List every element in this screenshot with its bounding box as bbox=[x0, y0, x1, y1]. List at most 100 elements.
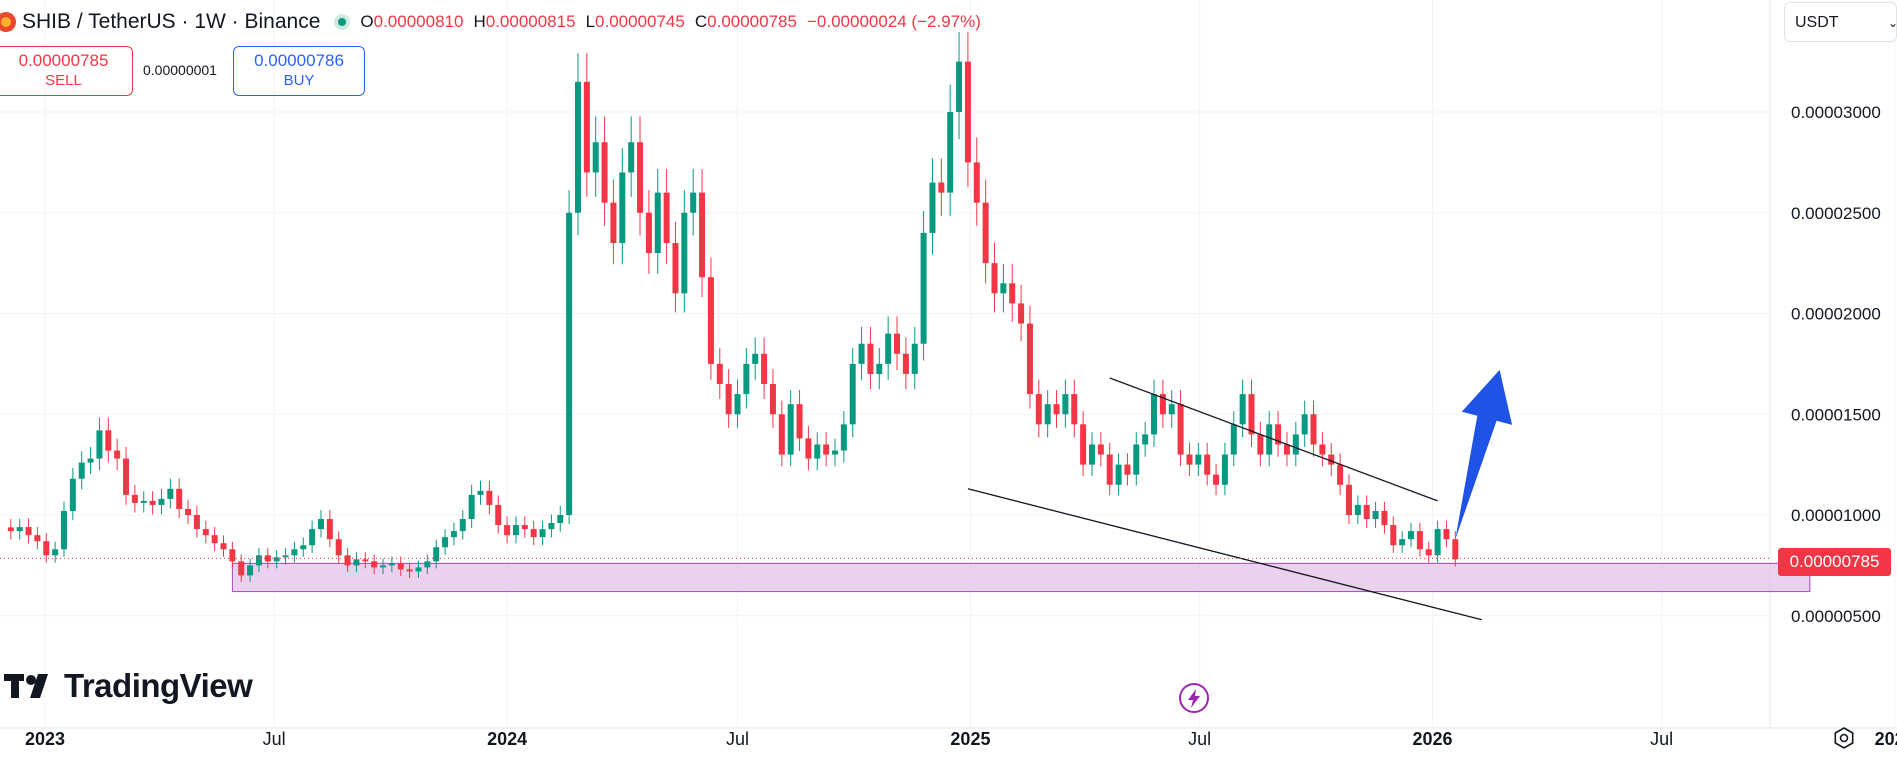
candle-body[interactable] bbox=[831, 450, 838, 455]
candle-body[interactable] bbox=[1275, 424, 1282, 445]
settings-gear-icon[interactable] bbox=[1832, 726, 1856, 750]
candle-body[interactable] bbox=[1071, 394, 1078, 425]
candle-body[interactable] bbox=[140, 500, 147, 503]
lightning-icon[interactable] bbox=[1178, 682, 1210, 714]
candle-body[interactable] bbox=[1354, 504, 1361, 515]
candle-body[interactable] bbox=[273, 557, 280, 562]
candle-body[interactable] bbox=[1310, 414, 1317, 445]
candle-body[interactable] bbox=[1124, 464, 1131, 475]
candle-body[interactable] bbox=[344, 555, 351, 566]
candle-body[interactable] bbox=[1345, 484, 1352, 515]
candle-body[interactable] bbox=[1213, 474, 1220, 485]
candle-body[interactable] bbox=[1088, 444, 1095, 465]
candle-body[interactable] bbox=[1381, 510, 1388, 526]
candle-body[interactable] bbox=[548, 523, 555, 530]
candle-body[interactable] bbox=[512, 525, 519, 536]
candle-body[interactable] bbox=[690, 192, 697, 213]
candle-body[interactable] bbox=[255, 555, 262, 566]
candle-body[interactable] bbox=[778, 414, 785, 455]
candle-body[interactable] bbox=[566, 212, 573, 515]
candle-body[interactable] bbox=[938, 182, 945, 193]
candle-body[interactable] bbox=[1434, 529, 1441, 556]
candle-body[interactable] bbox=[380, 565, 387, 568]
candle-body[interactable] bbox=[247, 565, 254, 576]
candle-body[interactable] bbox=[362, 559, 369, 562]
candle-body[interactable] bbox=[1133, 444, 1140, 475]
candle-body[interactable] bbox=[25, 527, 32, 536]
candle-body[interactable] bbox=[1230, 424, 1237, 455]
candle-body[interactable] bbox=[769, 384, 776, 415]
candle-body[interactable] bbox=[823, 444, 830, 455]
candle-body[interactable] bbox=[1053, 404, 1060, 415]
candle-body[interactable] bbox=[202, 529, 209, 536]
candle-body[interactable] bbox=[530, 529, 537, 538]
candle-body[interactable] bbox=[1026, 323, 1033, 395]
candle-body[interactable] bbox=[477, 490, 484, 495]
candle-body[interactable] bbox=[468, 494, 475, 520]
candle-body[interactable] bbox=[495, 504, 502, 526]
candle-body[interactable] bbox=[238, 561, 245, 576]
candle-body[interactable] bbox=[1319, 444, 1326, 455]
candle-body[interactable] bbox=[725, 384, 732, 415]
candle-body[interactable] bbox=[96, 430, 103, 459]
tradingview-branding[interactable]: TradingView bbox=[4, 667, 253, 704]
candle-body[interactable] bbox=[557, 515, 564, 524]
candle-body[interactable] bbox=[16, 527, 23, 532]
candle-body[interactable] bbox=[849, 363, 856, 425]
candle-body[interactable] bbox=[1018, 303, 1025, 324]
candle-body[interactable] bbox=[34, 535, 41, 542]
candle-body[interactable] bbox=[424, 561, 431, 568]
candle-body[interactable] bbox=[105, 430, 112, 451]
candle-body[interactable] bbox=[574, 81, 581, 213]
candle-body[interactable] bbox=[229, 549, 236, 562]
candle-body[interactable] bbox=[973, 162, 980, 203]
candle-body[interactable] bbox=[114, 450, 121, 459]
candle-body[interactable] bbox=[78, 462, 85, 479]
candle-body[interactable] bbox=[867, 343, 874, 374]
candle-body[interactable] bbox=[1399, 539, 1406, 546]
candle-body[interactable] bbox=[1000, 283, 1007, 294]
candle-body[interactable] bbox=[1106, 454, 1113, 485]
candle-body[interactable] bbox=[415, 567, 422, 572]
currency-select[interactable]: USDT ⌄ bbox=[1784, 2, 1897, 42]
candle-body[interactable] bbox=[317, 519, 324, 530]
candle-body[interactable] bbox=[450, 531, 457, 538]
candle-body[interactable] bbox=[1115, 464, 1122, 485]
candle-body[interactable] bbox=[637, 142, 644, 213]
candle-body[interactable] bbox=[902, 353, 909, 374]
candle-body[interactable] bbox=[282, 555, 289, 558]
candle-body[interactable] bbox=[388, 563, 395, 566]
candle-body[interactable] bbox=[1372, 510, 1379, 520]
candle-body[interactable] bbox=[752, 353, 759, 364]
candle-body[interactable] bbox=[619, 172, 626, 243]
candle-body[interactable] bbox=[326, 519, 333, 540]
candle-body[interactable] bbox=[1035, 394, 1042, 425]
candle-body[interactable] bbox=[167, 488, 174, 499]
candle-body[interactable] bbox=[885, 333, 892, 364]
candle-body[interactable] bbox=[911, 343, 918, 374]
candle-body[interactable] bbox=[335, 539, 342, 556]
candle-body[interactable] bbox=[894, 333, 901, 354]
candle-body[interactable] bbox=[69, 478, 76, 511]
candle-body[interactable] bbox=[1257, 434, 1264, 455]
candle-body[interactable] bbox=[716, 363, 723, 385]
candle-body[interactable] bbox=[1159, 394, 1166, 415]
candle-body[interactable] bbox=[504, 525, 511, 536]
candle-body[interactable] bbox=[521, 525, 528, 530]
candle-body[interactable] bbox=[1425, 549, 1432, 556]
candle-body[interactable] bbox=[1168, 404, 1175, 415]
candle-body[interactable] bbox=[149, 500, 156, 505]
breakout-arrow[interactable] bbox=[1455, 369, 1513, 540]
candle-body[interactable] bbox=[699, 192, 706, 278]
candle-body[interactable] bbox=[787, 404, 794, 455]
symbol-title[interactable]: SHIB / TetherUS · 1W · Binance bbox=[22, 10, 321, 33]
lower-trendline[interactable] bbox=[967, 488, 1483, 621]
candle-body[interactable] bbox=[291, 549, 298, 556]
candle-body[interactable] bbox=[628, 142, 635, 173]
candle-body[interactable] bbox=[264, 555, 271, 562]
candle-body[interactable] bbox=[947, 112, 954, 193]
candle-body[interactable] bbox=[123, 458, 130, 495]
candle-body[interactable] bbox=[353, 559, 360, 566]
candle-body[interactable] bbox=[300, 545, 307, 550]
